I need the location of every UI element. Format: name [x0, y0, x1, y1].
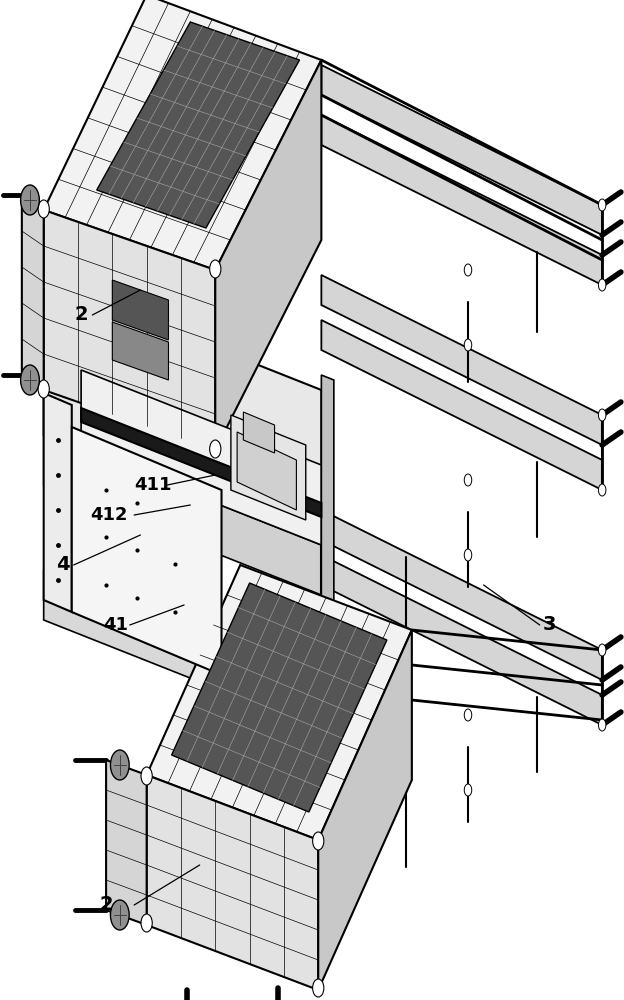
Polygon shape [44, 570, 321, 730]
Circle shape [141, 767, 152, 785]
Polygon shape [237, 432, 296, 510]
Polygon shape [97, 22, 300, 228]
Circle shape [313, 832, 324, 850]
Polygon shape [215, 60, 321, 450]
Polygon shape [231, 415, 306, 520]
Polygon shape [147, 565, 412, 840]
Polygon shape [243, 412, 275, 453]
Circle shape [598, 199, 606, 211]
Circle shape [141, 914, 152, 932]
Polygon shape [72, 427, 222, 675]
Circle shape [464, 784, 472, 796]
Text: 2: 2 [99, 896, 113, 914]
Text: 412: 412 [90, 506, 128, 524]
Circle shape [21, 185, 39, 215]
Polygon shape [321, 65, 602, 235]
Circle shape [598, 279, 606, 291]
Polygon shape [147, 775, 318, 990]
Polygon shape [81, 370, 321, 545]
Circle shape [21, 365, 39, 395]
Circle shape [464, 264, 472, 276]
Polygon shape [321, 375, 334, 735]
Circle shape [110, 900, 129, 930]
Circle shape [38, 380, 49, 398]
Polygon shape [112, 322, 168, 380]
Text: 3: 3 [542, 615, 556, 635]
Polygon shape [321, 510, 602, 680]
Polygon shape [321, 115, 602, 285]
Circle shape [210, 260, 221, 278]
Text: 2: 2 [74, 306, 88, 324]
Polygon shape [44, 280, 321, 545]
Text: 41: 41 [103, 616, 128, 634]
Polygon shape [22, 195, 44, 390]
Circle shape [464, 339, 472, 351]
Polygon shape [112, 280, 168, 340]
Circle shape [38, 200, 49, 218]
Circle shape [210, 440, 221, 458]
Circle shape [598, 484, 606, 496]
Circle shape [313, 979, 324, 997]
Polygon shape [44, 393, 72, 612]
Polygon shape [44, 0, 321, 270]
Polygon shape [106, 760, 147, 925]
Polygon shape [172, 583, 387, 812]
Circle shape [464, 474, 472, 486]
Polygon shape [321, 320, 602, 490]
Circle shape [110, 750, 129, 780]
Polygon shape [81, 408, 321, 517]
Circle shape [464, 709, 472, 721]
Polygon shape [44, 210, 215, 450]
Circle shape [598, 409, 606, 421]
Text: 411: 411 [134, 476, 172, 494]
Circle shape [598, 719, 606, 731]
Polygon shape [318, 630, 412, 990]
Polygon shape [321, 555, 602, 725]
Polygon shape [321, 275, 602, 445]
Circle shape [598, 644, 606, 656]
Circle shape [464, 549, 472, 561]
Polygon shape [44, 435, 321, 595]
Text: 4: 4 [56, 556, 69, 574]
